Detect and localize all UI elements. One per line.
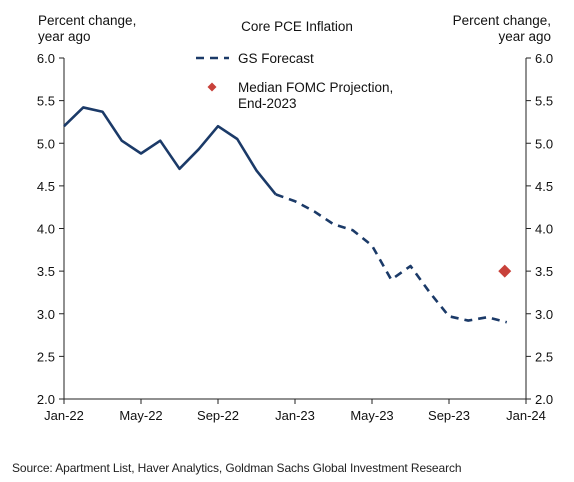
y-tick-label-right: 2.5 [535, 349, 553, 364]
ylabel-right-line-1: Percent change, [453, 13, 551, 28]
y-tick-label-left: 2.0 [37, 392, 55, 407]
y-tick-label-right: 5.0 [535, 136, 553, 151]
y-tick-label-left: 4.5 [37, 179, 55, 194]
x-tick-label: Jan-22 [44, 408, 84, 423]
y-axis-label-left: Percent change, year ago [38, 13, 136, 44]
y-tick-label-right: 4.5 [535, 179, 553, 194]
y-tick-label-left: 6.0 [37, 51, 55, 66]
y-tick-label-right: 6.0 [535, 51, 553, 66]
series-lines [63, 106, 508, 324]
y-tick-label-left: 5.5 [37, 94, 55, 109]
x-ticks: Jan-22 May-22 Sep-22 Jan-23 May-23 Sep-23 Jan-… [44, 399, 546, 423]
legend-diamond-swatch [207, 82, 217, 92]
legend-label-gs-forecast: GS Forecast [238, 51, 314, 66]
y-tick-label-left: 5.0 [37, 136, 55, 151]
y-tick-label-right: 2.0 [535, 392, 553, 407]
y-ticks-right: 2.0 2.5 3.0 3.5 4.0 4.5 5.0 5.5 6.0 [526, 51, 553, 407]
y-ticks-left: 2.0 2.5 3.0 3.5 4.0 4.5 5.0 5.5 6.0 [37, 51, 64, 407]
legend-label-fomc-line: End-2023 [238, 96, 297, 111]
y-tick-label-right: 5.5 [535, 94, 553, 109]
x-tick-label: Sep-22 [197, 408, 239, 423]
y-tick-label-left: 3.5 [37, 264, 55, 279]
chart-title: Core PCE Inflation [241, 19, 353, 34]
x-tick-label: May-23 [350, 408, 393, 423]
y-tick-label-left: 3.0 [37, 307, 55, 322]
x-tick-label: Jan-23 [275, 408, 315, 423]
legend-label-fomc: Median FOMC Projection, End-2023 [238, 80, 393, 111]
legend-label-fomc-line: Median FOMC Projection, [238, 80, 393, 95]
core-pce-actual-line [63, 106, 277, 196]
y-tick-label-right: 4.0 [535, 222, 553, 237]
ylabel-left-line-1: Percent change, [38, 13, 136, 28]
source-note: Source: Apartment List, Haver Analytics,… [12, 461, 462, 475]
y-axis-label-right: Percent change, year ago [453, 13, 551, 44]
x-tick-label: Jan-24 [506, 408, 546, 423]
y-tick-label-right: 3.0 [535, 307, 553, 322]
ylabel-right-line-2: year ago [498, 29, 551, 44]
legend: GS Forecast Median FOMC Projection, End-20… [196, 51, 393, 111]
fomc-projection-marker [498, 264, 512, 278]
y-tick-label-left: 2.5 [37, 349, 55, 364]
y-tick-label-left: 4.0 [37, 222, 55, 237]
ylabel-left-text: Percent change, year ago [38, 13, 136, 44]
y-tick-label-right: 3.5 [535, 264, 553, 279]
ylabel-left-line-2: year ago [38, 29, 91, 44]
markers [498, 264, 512, 278]
x-tick-label: Sep-23 [428, 408, 470, 423]
gs-forecast-line [275, 193, 508, 324]
ylabel-right-text: Percent change, year ago [453, 13, 551, 44]
x-tick-label: May-22 [119, 408, 162, 423]
